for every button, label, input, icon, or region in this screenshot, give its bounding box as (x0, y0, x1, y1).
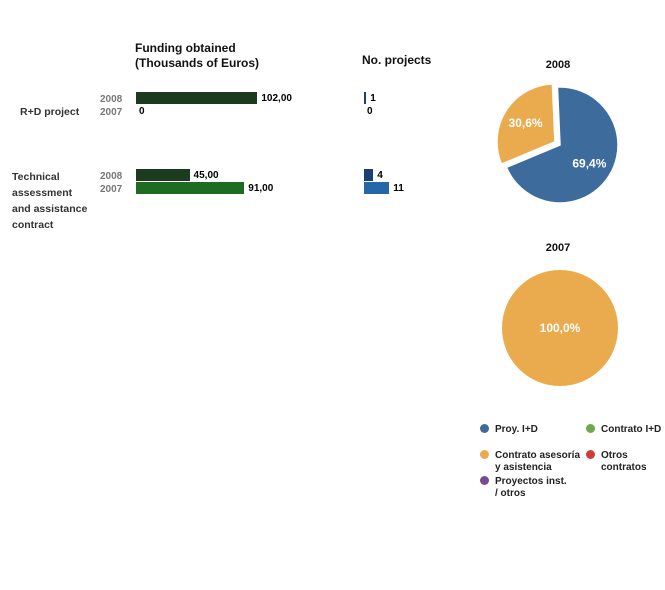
row-label-line: and assistance (12, 203, 88, 215)
row-label-technical-contract: Technical assessment and assistance cont… (12, 169, 87, 233)
bar (136, 92, 258, 104)
bar-value-label: 91,00 (248, 183, 274, 194)
legend-swatch (586, 424, 595, 433)
pie-title-2007: 2007 (545, 242, 571, 254)
bar-value-label: 11 (393, 183, 404, 194)
row-label-line: R+D project (20, 106, 80, 118)
funding-header: Funding obtained (Thousands of Euros) (135, 41, 259, 71)
pie-slice (502, 270, 618, 386)
row-label-line: contract (12, 219, 54, 231)
legend-swatch (480, 424, 489, 433)
bar-value-label: 0 (139, 106, 145, 117)
legend-label: y asistencia (495, 462, 552, 473)
pie-slice-label: 69,4% (572, 157, 606, 171)
legend-swatch (586, 450, 595, 459)
row-label-rd-project: R+D project (20, 104, 79, 120)
pie-chart-2007: 100,0% (502, 270, 618, 386)
legend-swatch (480, 450, 489, 459)
funding-header-line1: Funding obtained (135, 41, 236, 55)
legend-label: contratos (601, 462, 647, 473)
legend-item-proy: Proy. I+D (495, 424, 538, 436)
year-label-2007: 2007 (100, 184, 123, 195)
bar (364, 182, 390, 194)
legend-label: / otros (495, 488, 526, 499)
legend-label: Proyectos inst. (495, 476, 567, 487)
year-label-2008: 2008 (100, 171, 123, 182)
year-label-2007: 2007 (100, 107, 123, 118)
legend-label: Contrato I+D (601, 424, 662, 435)
bar-value-label: 102,00 (261, 93, 292, 104)
legend-item-inst: Proyectos inst. / otros (495, 476, 567, 500)
bar (364, 169, 374, 181)
bar (136, 182, 245, 194)
projects-header: No. projects (362, 53, 432, 67)
legend-label: Proy. I+D (495, 424, 538, 435)
legend-item-asesoria: Contrato asesoría y asistencia (495, 450, 580, 474)
bar (364, 92, 367, 104)
row-label-line: Technical (12, 171, 60, 183)
row-label-line: assessment (12, 187, 73, 199)
pie-title-2008: 2008 (545, 59, 571, 71)
legend-swatch (480, 476, 489, 485)
legend-item-otros: Otros contratos (601, 450, 647, 474)
pie-slice (496, 83, 556, 166)
bar (136, 169, 190, 181)
bar-value-label: 1 (370, 93, 376, 104)
legend-label: Contrato asesoría (495, 450, 581, 461)
bar-value-label: 4 (377, 170, 383, 181)
bar-value-label: 45,00 (193, 170, 219, 181)
pie-slice-label: 100,0% (540, 321, 581, 335)
pie-slice (505, 86, 619, 204)
legend-item-contrato-id: Contrato I+D (601, 424, 661, 436)
bar-value-label: 0 (367, 106, 373, 117)
legend-label: Otros (601, 450, 628, 461)
pie-slice-label: 30,6% (509, 116, 543, 130)
year-label-2008: 2008 (100, 94, 123, 105)
funding-header-line2: (Thousands of Euros) (135, 56, 259, 70)
pie-chart-2008: 69,4% 30,6% (496, 83, 619, 204)
